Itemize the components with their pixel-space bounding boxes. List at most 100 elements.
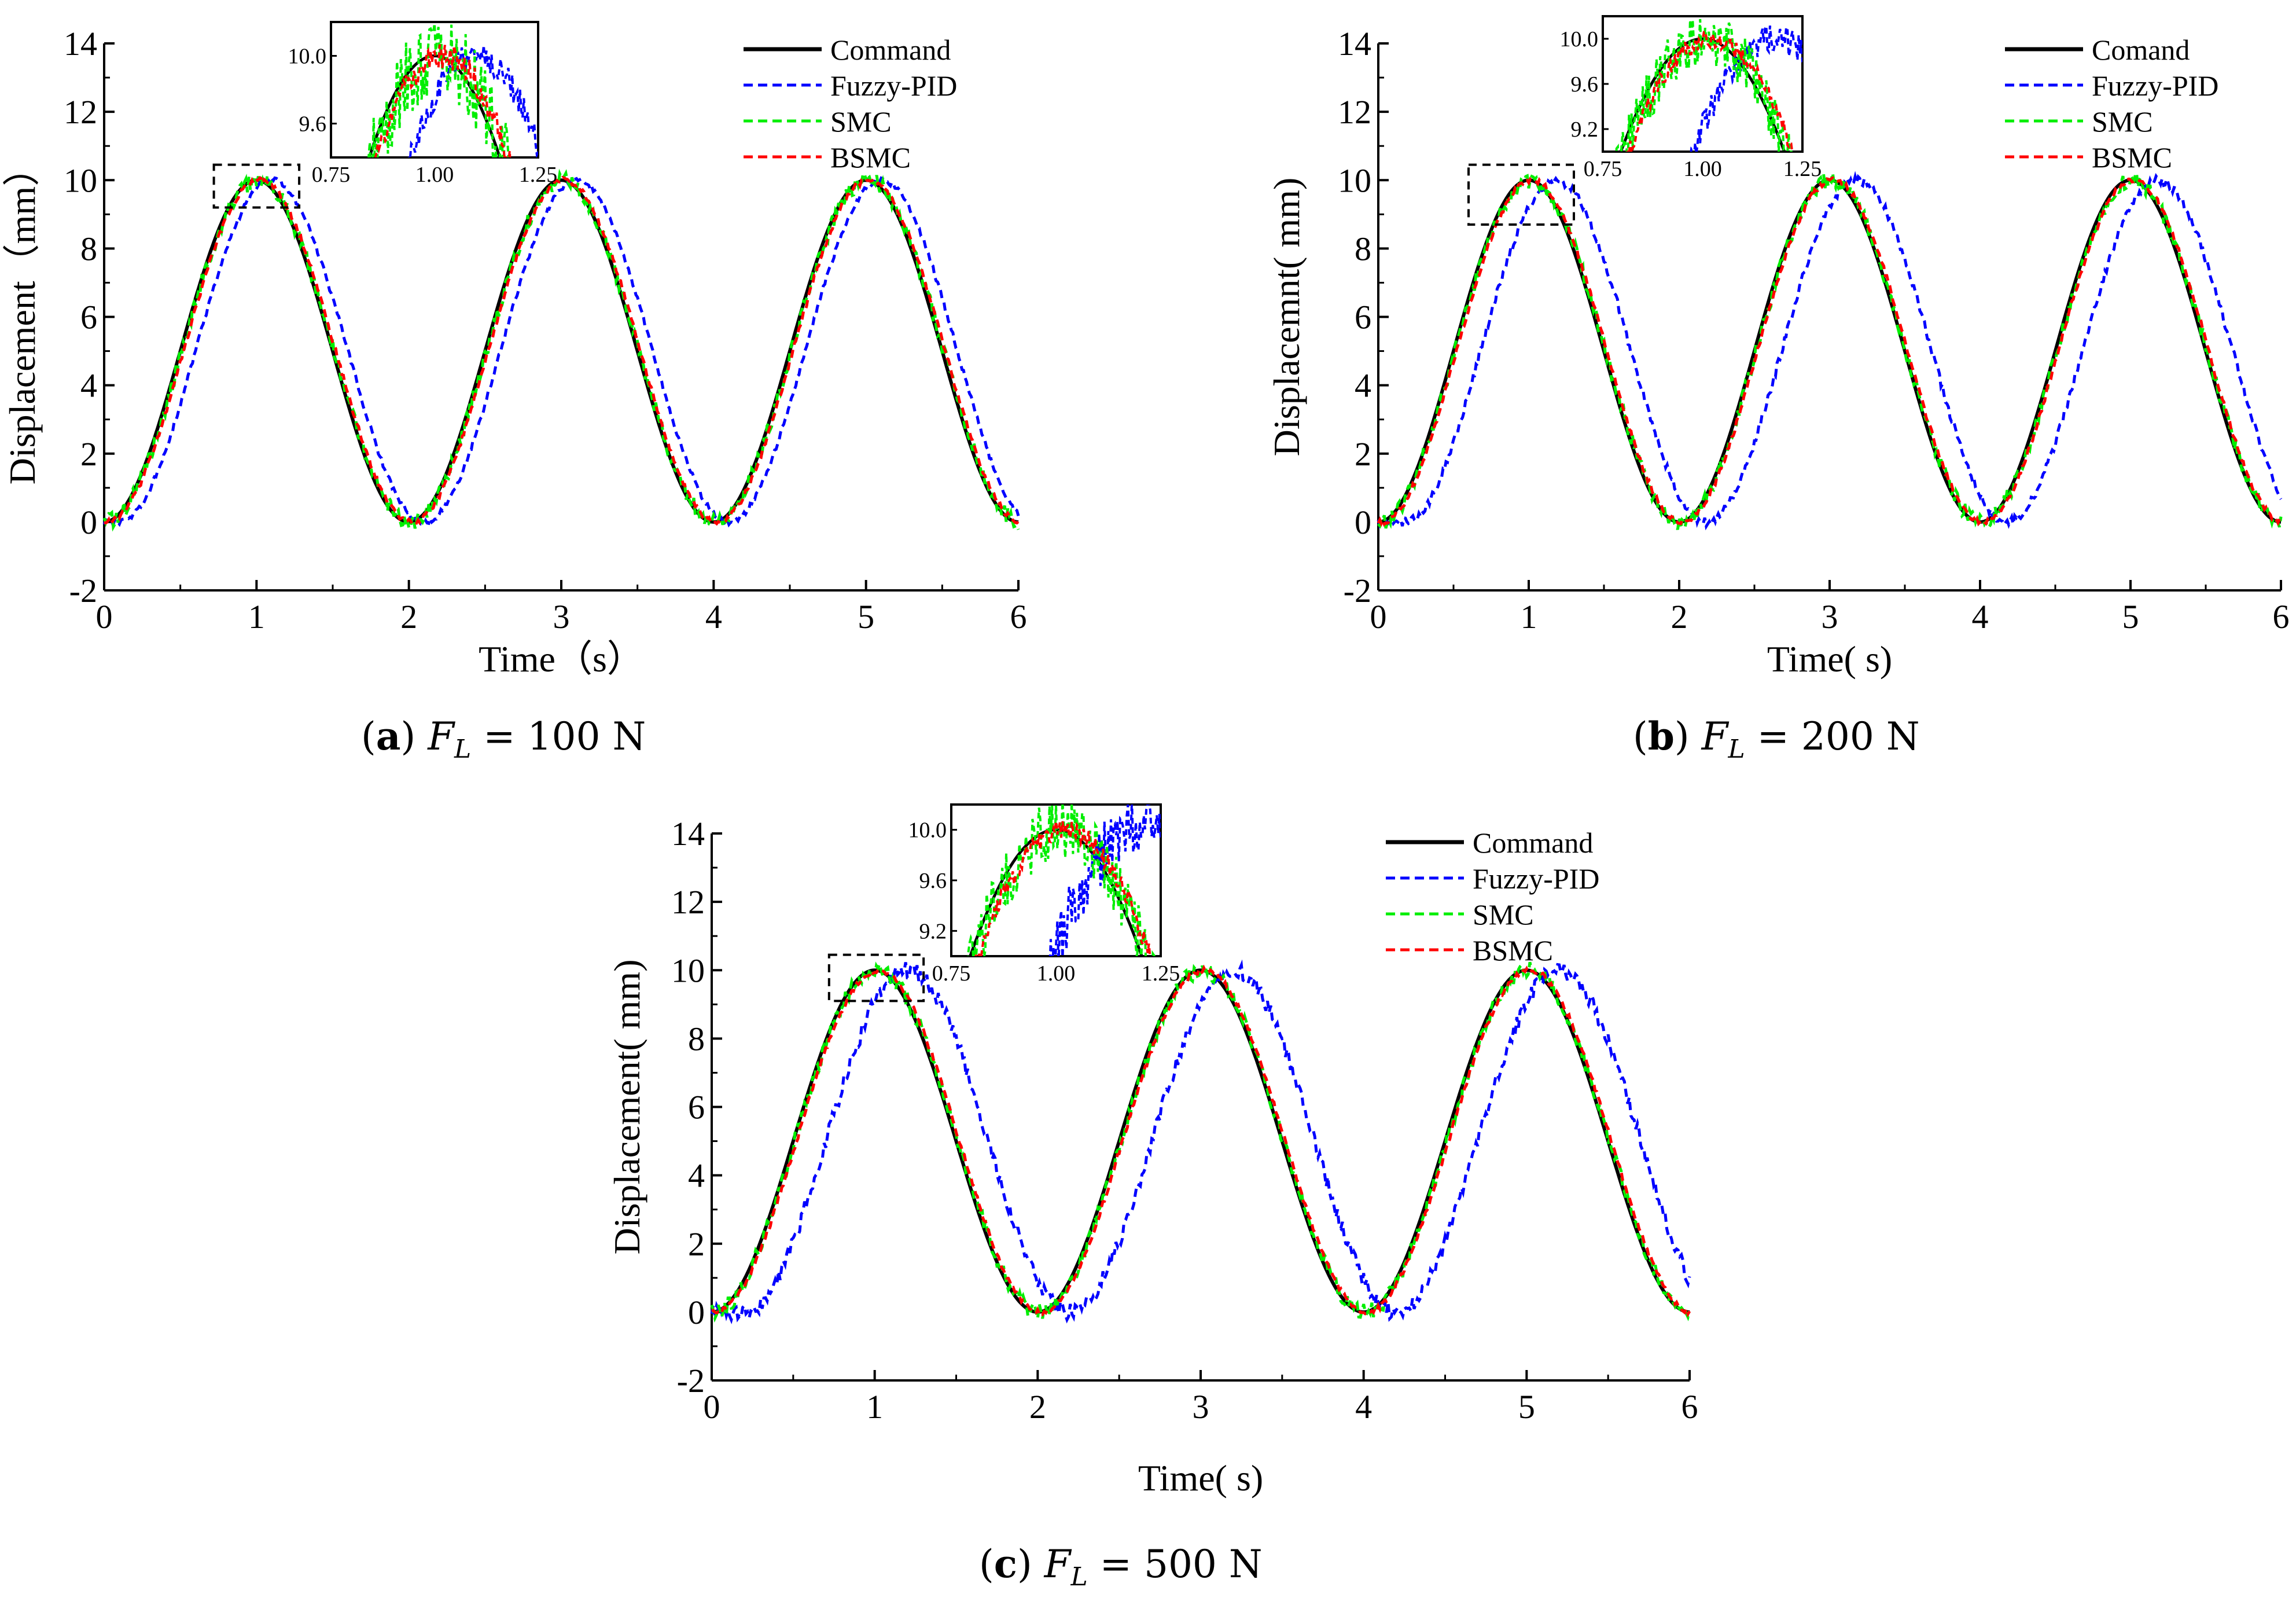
y-tick-label: 10 [64, 161, 97, 199]
inset-y-tick-label: 9.6 [919, 869, 947, 893]
inset-x-tick-label: 1.25 [1142, 961, 1180, 986]
caption-subscript: L [454, 734, 471, 764]
legend-label: BSMC [1473, 934, 1553, 967]
caption-letter: c [994, 1541, 1017, 1586]
inset-x-tick-label: 0.75 [312, 163, 351, 187]
x-tick-label: 2 [1671, 598, 1688, 636]
legend-label: SMC [1473, 898, 1534, 931]
inset-x-tick-label: 1.25 [1783, 157, 1822, 181]
x-tick-label: 3 [1193, 1388, 1209, 1426]
inset-series-line-bsmc [374, 44, 512, 157]
inset-plot: 0.75 1.00 1.25 9.6 10.0 [288, 21, 558, 187]
y-tick-label: 6 [1355, 299, 1371, 336]
inset-y-tick-label: 10.0 [1560, 27, 1599, 52]
series-line-bsmc [1377, 176, 2283, 527]
x-tick-label: 5 [858, 598, 874, 636]
caption-close-paren: ) [1017, 1542, 1044, 1586]
panel-caption: (a) FL = 100 N [361, 714, 646, 764]
y-tick-label: 2 [1355, 435, 1371, 473]
y-tick-label: -2 [677, 1362, 705, 1400]
x-tick-label: 1 [866, 1388, 883, 1426]
inset-series-group [967, 805, 1161, 956]
y-tick-label: 0 [688, 1294, 705, 1331]
x-tick-label: 2 [1029, 1388, 1046, 1426]
inset-series-line-smc [967, 805, 1156, 956]
inset-x-tick-label: 1.00 [1683, 157, 1722, 181]
panel-caption: (b) FL = 200 N [1633, 714, 1920, 764]
y-tick-label: 2 [80, 435, 97, 473]
y-tick-label: 12 [1338, 93, 1371, 131]
y-tick-label: 0 [1355, 504, 1371, 541]
x-axis-label: Time( s) [1767, 638, 1892, 680]
inset-series-line-fuzzy-pid [1048, 805, 1161, 956]
x-tick-label: 4 [1972, 598, 1989, 636]
x-tick-label: 3 [1822, 598, 1838, 636]
x-tick-label: 6 [2273, 598, 2290, 636]
x-tick-label: 1 [248, 598, 265, 636]
inset-series-line-bsmc [1626, 30, 1794, 152]
caption-close-paren: ) [1675, 714, 1702, 759]
series-line-smc [710, 958, 1691, 1323]
y-tick-label: 4 [688, 1157, 705, 1195]
x-tick-label: 0 [96, 598, 113, 636]
inset-x-tick-label: 1.25 [519, 163, 558, 187]
y-tick-label: 12 [64, 93, 97, 131]
inset-series-group [367, 23, 538, 157]
x-axis-label: Time（s） [479, 638, 644, 680]
y-tick-label: 8 [80, 230, 97, 267]
inset-x-tick-label: 1.00 [1037, 961, 1076, 986]
y-tick-label: 10 [671, 952, 705, 989]
y-tick-label: 14 [64, 25, 97, 63]
legend-label: Command [1473, 827, 1593, 859]
y-tick-label: 10 [1338, 161, 1371, 199]
chart-panel-a: 0 1 2 3 4 5 6-202468101214Time（s）Displacement（… [2, 21, 1027, 764]
inset-plot: 0.75 1.00 1.25 9.2 9.6 10.0 [1560, 15, 1822, 181]
series-line-bsmc [711, 964, 1691, 1318]
y-tick-label: 2 [688, 1225, 705, 1263]
y-tick-label: 6 [80, 299, 97, 336]
caption-open-paren: ( [1633, 714, 1648, 759]
series-line-fuzzy-pid [710, 959, 1691, 1324]
caption-close-paren: ) [401, 714, 428, 759]
y-axis-label: Displacemnt( mm) [1266, 178, 1307, 457]
series-line-fuzzy-pid [102, 176, 1020, 528]
caption-open-paren: ( [979, 1542, 994, 1586]
inset-series-line-bsmc [974, 821, 1154, 956]
series-line-bsmc [103, 175, 1020, 528]
caption-subscript: L [1727, 734, 1745, 764]
series-line-smc [1377, 172, 2283, 530]
x-tick-label: 0 [704, 1388, 720, 1426]
inset-y-tick-label: 9.2 [919, 919, 947, 943]
y-tick-label: 8 [1355, 230, 1371, 267]
x-tick-label: 1 [1521, 598, 1537, 636]
y-tick-label: 8 [688, 1020, 705, 1057]
x-tick-label: 2 [400, 598, 417, 636]
inset-series-line-fuzzy-pid [407, 45, 538, 157]
series-line-command [104, 178, 1019, 524]
caption-letter: b [1648, 714, 1675, 759]
x-tick-label: 5 [1518, 1388, 1535, 1426]
inset-series-line-fuzzy-pid [1690, 24, 1802, 152]
inset-y-tick-label: 9.6 [299, 112, 327, 137]
x-axis-label: Time( s) [1138, 1457, 1263, 1499]
inset-y-tick-label: 9.6 [1571, 72, 1599, 97]
y-tick-label: 6 [688, 1089, 705, 1126]
x-tick-label: 5 [2122, 598, 2139, 636]
zoom-region-box [827, 953, 925, 1002]
inset-x-tick-label: 0.75 [1584, 157, 1622, 181]
inset-y-tick-label: 10.0 [908, 818, 947, 843]
y-tick-label: -2 [1344, 572, 1371, 609]
y-tick-label: -2 [69, 572, 97, 609]
y-tick-label: 12 [671, 883, 705, 921]
legend-label: Fuzzy-PID [2092, 69, 2218, 102]
x-tick-label: 4 [705, 598, 722, 636]
legend-label: SMC [2092, 105, 2153, 138]
y-tick-label: 14 [1338, 25, 1371, 63]
x-tick-label: 0 [1370, 598, 1387, 636]
caption-variable: F [427, 714, 455, 759]
y-tick-label: 14 [671, 815, 705, 853]
legend-label: BSMC [830, 141, 911, 174]
